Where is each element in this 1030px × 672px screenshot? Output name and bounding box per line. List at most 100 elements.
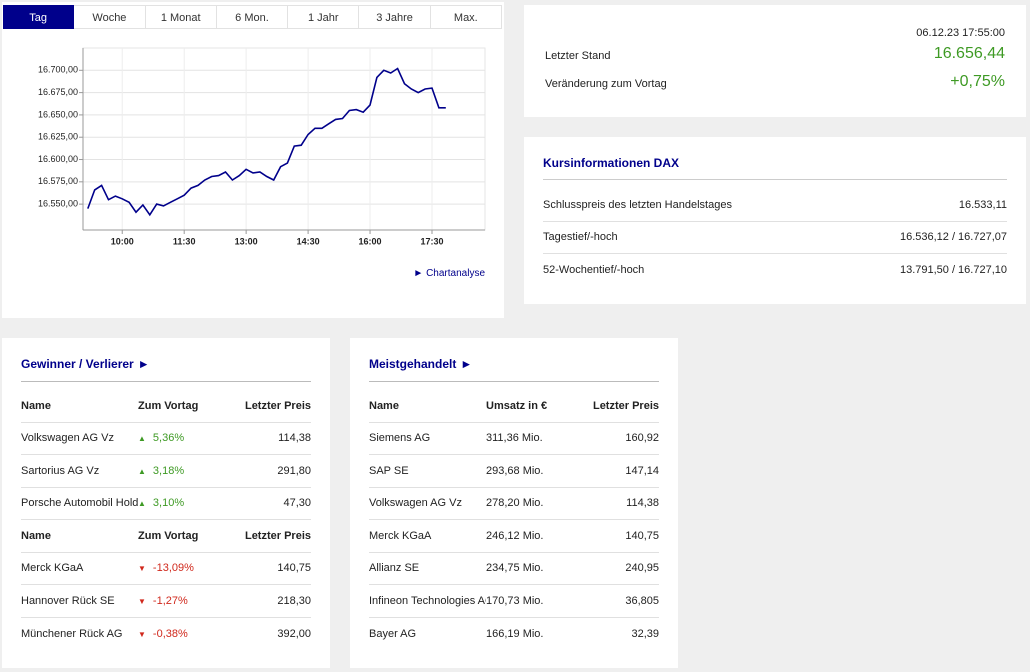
movers-panel: Gewinner / Verlierer ► Name Zum Vortag Letzt…	[2, 338, 330, 668]
table-row[interactable]: Infineon Technologies AG 170,73 Mio. 36,80…	[369, 585, 659, 618]
panel-title[interactable]: Gewinner / Verlierer ►	[21, 357, 150, 371]
chart-panel: Tag Woche 1 Monat 6 Mon. 1 Jahr 3 Jahre Max. 1…	[2, 2, 504, 318]
cell: Volkswagen AG Vz	[369, 497, 462, 510]
table-row[interactable]: Siemens AG 311,36 Mio. 160,92	[369, 423, 659, 455]
divider	[543, 179, 1007, 180]
cell: 218,30	[277, 594, 311, 607]
x-tick-label: 14:30	[297, 236, 320, 246]
change: 5,36%	[152, 432, 185, 445]
info-label: Tagestief/-hoch	[543, 231, 618, 244]
header-cell: Umsatz in €	[486, 399, 548, 412]
table-row[interactable]: Volkswagen AG Vz 278,20 Mio. 114,38	[369, 488, 659, 520]
x-tick-label: 17:30	[420, 236, 443, 246]
tab[interactable]: 1 Jahr	[288, 5, 360, 29]
info-value: 16.536,12 / 16.727,07	[899, 231, 1007, 244]
change: 3,10%	[152, 497, 185, 510]
change: -13,09%	[152, 562, 194, 575]
table: Name Zum Vortag Letzter Preis Volkswagen AG…	[21, 390, 311, 650]
y-tick-label: 16.700,00	[38, 65, 78, 75]
y-tick-label: 16.600,00	[38, 154, 78, 164]
table-row[interactable]: Hannover Rück SE ▼ -1,27% 218,30	[21, 585, 311, 618]
trend-arrow: ▼	[138, 596, 146, 606]
x-tick-label: 10:00	[111, 236, 134, 246]
trend-arrow: ▲	[138, 499, 146, 509]
most-traded-panel: Meistgehandelt ► Name Umsatz in € Letzter Pr…	[350, 338, 678, 668]
header-cell: Zum Vortag	[138, 529, 199, 542]
cell: ▼ -0,38%	[138, 628, 233, 640]
title-arrow: ►	[460, 357, 473, 371]
cell: Volkswagen AG Vz	[21, 432, 114, 445]
cell: 311,36 Mio.	[486, 432, 543, 445]
table-row[interactable]: Allianz SE 234,75 Mio. 240,95	[369, 553, 659, 585]
tab-bar: Tag Woche 1 Monat 6 Mon. 1 Jahr 3 Jahre Max.	[3, 5, 502, 29]
cell: 140,75	[277, 562, 311, 575]
cell: 291,80	[277, 464, 311, 477]
table-row[interactable]: Volkswagen AG Vz ▲ 5,36% 114,38	[21, 423, 311, 455]
y-tick-label: 16.675,00	[38, 87, 78, 97]
y-tick-label: 16.550,00	[38, 199, 78, 209]
divider	[369, 381, 659, 382]
info-row: Tagestief/-hoch 16.536,12 / 16.727,07	[543, 222, 1007, 254]
tab[interactable]: 6 Mon.	[216, 5, 289, 29]
cell: 392,00	[277, 627, 311, 640]
table-row[interactable]: Merck KGaA 246,12 Mio. 140,75	[369, 520, 659, 553]
chart: 16.550,00 16.575,00 16.600,00 16.625,00 16.6…	[38, 47, 486, 279]
cell: Merck KGaA	[369, 529, 432, 542]
tab[interactable]: Tag	[3, 5, 75, 29]
trend-arrow: ▼	[138, 629, 146, 639]
cell: ▼ -13,09%	[138, 562, 233, 574]
table-row[interactable]: Porsche Automobil Holding…▲ 3,10% 47,30	[21, 488, 311, 520]
trend-arrow: ▲	[138, 466, 146, 476]
cell: 234,75 Mio.	[486, 562, 544, 575]
cell: 36,805	[625, 594, 659, 607]
info-value: 16.533,11	[958, 198, 1007, 211]
info-row: Schlusspreis des letzten Handelstages 16.…	[543, 189, 1007, 222]
table: Name Umsatz in € Letzter Preis Siemens AG 31…	[369, 390, 659, 650]
cell: 114,38	[278, 432, 311, 445]
link-arrow: ►	[413, 268, 426, 279]
link-text: Chartanalyse	[426, 268, 485, 279]
trend-arrow: ▲	[138, 434, 146, 444]
panel-title: Kursinformationen DAX	[543, 156, 680, 170]
info-value: 13.791,50 / 16.727,10	[899, 264, 1007, 277]
cell: Siemens AG	[369, 432, 431, 445]
info-label: 52-Wochentief/-hoch	[543, 264, 645, 277]
cell: 278,20 Mio.	[486, 497, 544, 510]
cell: ▲ 3,18%	[138, 465, 233, 477]
tab[interactable]: Woche	[74, 5, 146, 29]
table-row[interactable]: Münchener Rück AG ▼ -0,38% 392,00	[21, 618, 311, 651]
title-arrow: ►	[137, 357, 150, 371]
change: -1,27%	[152, 594, 188, 607]
quote-value: 16.656,44	[933, 45, 1005, 62]
chart-link[interactable]: ► Chartanalyse	[413, 268, 485, 279]
tab[interactable]: 3 Jahre	[359, 5, 431, 29]
cell: ▼ -1,27%	[138, 595, 233, 607]
info-panel: Kursinformationen DAX Schlusspreis des le…	[524, 137, 1026, 304]
cell: ▲ 3,10%	[138, 497, 233, 509]
title-text: Gewinner / Verlierer	[21, 357, 134, 371]
cell: Hannover Rück SE	[21, 594, 115, 607]
panel-title[interactable]: Meistgehandelt ►	[369, 357, 472, 371]
table-header: Name Umsatz in € Letzter Preis	[369, 390, 659, 423]
change: -0,38%	[152, 627, 188, 640]
tab[interactable]: Max.	[430, 5, 502, 29]
change: 3,18%	[152, 464, 185, 477]
cell: Porsche Automobil Holding…	[21, 497, 138, 510]
cell: 166,19 Mio.	[486, 627, 544, 640]
table-row[interactable]: Bayer AG 166,19 Mio. 32,39	[369, 618, 659, 651]
y-tick-label: 16.650,00	[38, 109, 78, 119]
quote-value: +0,75%	[950, 73, 1005, 90]
cell: 246,12 Mio.	[486, 529, 544, 542]
cell: Bayer AG	[369, 627, 417, 640]
table-row[interactable]: SAP SE 293,68 Mio. 147,14	[369, 455, 659, 488]
table-row[interactable]: Merck KGaA ▼ -13,09% 140,75	[21, 553, 311, 585]
tab[interactable]: 1 Monat	[145, 5, 217, 29]
table-row[interactable]: Sartorius AG Vz ▲ 3,18% 291,80	[21, 455, 311, 488]
plot-frame	[82, 47, 486, 231]
header-cell: Zum Vortag	[138, 399, 199, 412]
header-cell: Name	[369, 399, 399, 412]
table-header: Name Zum Vortag Letzter Preis	[21, 390, 311, 423]
info-label: Schlusspreis des letzten Handelstages	[543, 198, 732, 211]
y-tick-label: 16.575,00	[38, 176, 78, 186]
